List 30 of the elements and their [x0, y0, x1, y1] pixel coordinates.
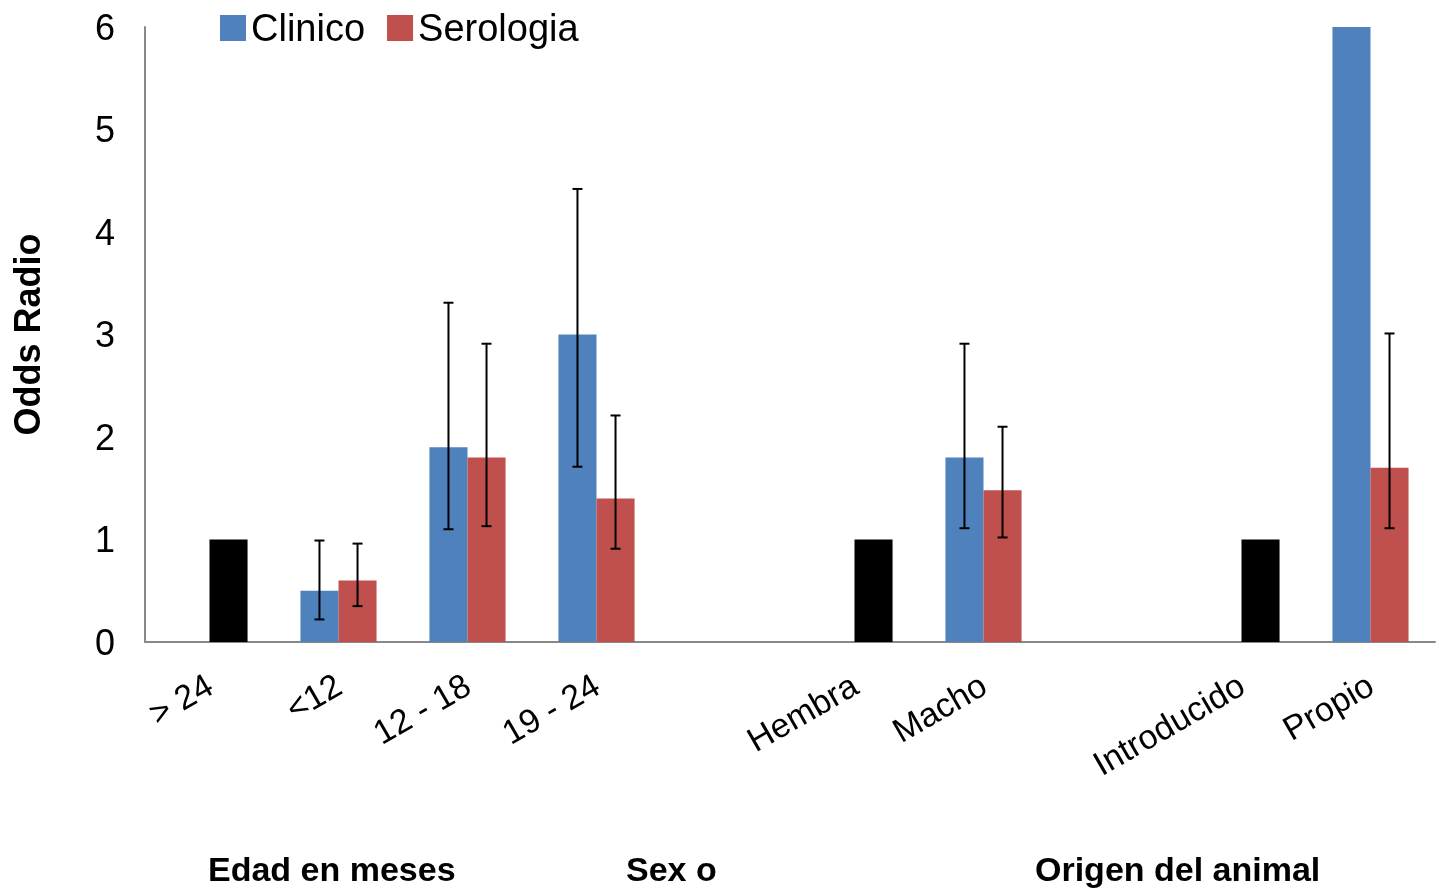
bar: [1370, 467, 1409, 642]
x-tick-label: 12 - 18: [366, 665, 477, 752]
bar: [467, 457, 506, 642]
x-tick-label: 19 - 24: [495, 665, 606, 752]
bar: [429, 447, 468, 642]
bar: [854, 539, 893, 642]
legend-label: Serologia: [418, 7, 580, 49]
text: Edad en meses: [208, 850, 456, 888]
y-tick-label: 0: [94, 621, 115, 663]
x-tick-label: <12: [279, 665, 348, 728]
y-tick-label: 2: [94, 416, 115, 458]
y-tick-label: 4: [94, 211, 115, 253]
y-axis-title: Odds Radio: [6, 233, 48, 436]
bar: [209, 539, 248, 642]
text: Origen del animal: [1035, 850, 1321, 888]
legend-label: Clinico: [251, 7, 366, 49]
bar: [945, 457, 984, 642]
bar: [1332, 27, 1371, 642]
bar: [1241, 539, 1280, 642]
x-tick-label: > 24: [141, 665, 219, 732]
y-tick-label: 5: [94, 109, 115, 150]
y-tick-label: 1: [94, 519, 115, 560]
bar: [596, 498, 635, 642]
bar: [338, 580, 377, 642]
bar: [558, 334, 597, 642]
bar: [300, 590, 339, 642]
bar: [983, 490, 1022, 642]
y-tick-label: 3: [94, 314, 115, 355]
text: Sex o: [626, 850, 717, 888]
y-tick-label: 6: [94, 6, 115, 48]
